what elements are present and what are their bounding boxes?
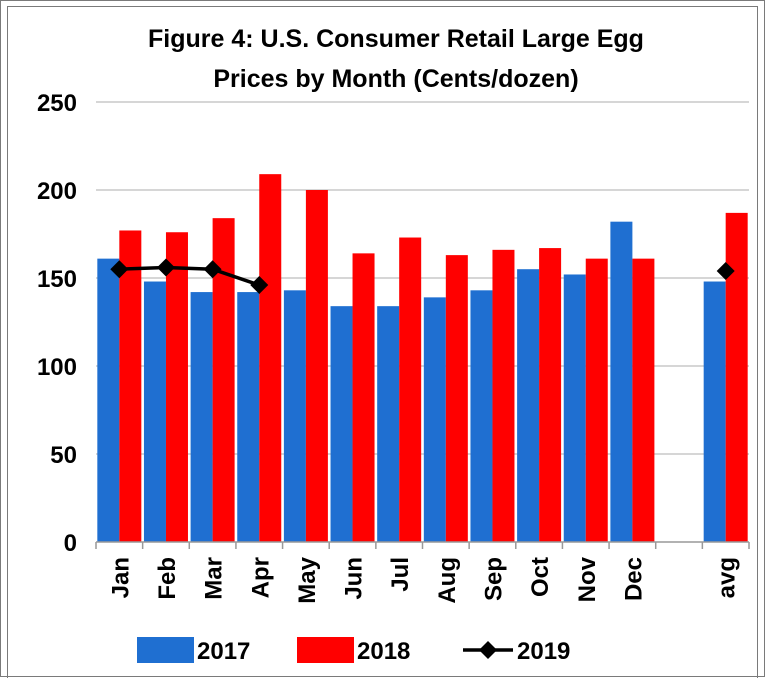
x-tick-label-May: May — [294, 556, 321, 603]
y-tick-labels: 0 50 100 150 200 250 — [37, 90, 77, 557]
bar-2017-May — [283, 290, 306, 542]
y-tick-label-100: 100 — [37, 354, 77, 381]
x-tick-label-Dec: Dec — [620, 557, 647, 601]
bar-2018-avg — [725, 212, 748, 542]
legend-swatch-2017 — [137, 637, 194, 663]
bar-2018-Sep — [492, 249, 515, 542]
bar-2018-Jul — [399, 237, 422, 542]
series-2019-line-group — [110, 258, 735, 295]
bar-2017-Nov — [563, 274, 586, 542]
x-tick-label-Feb: Feb — [154, 557, 181, 600]
point-2019-Jan — [110, 260, 129, 279]
bar-2018-Apr — [259, 174, 282, 542]
x-tick-label-Mar: Mar — [201, 557, 228, 600]
y-tick-label-0: 0 — [64, 530, 77, 557]
point-2019-avg — [716, 261, 735, 280]
series-2019-line-0 — [119, 265, 260, 287]
bar-2018-Mar — [212, 218, 235, 542]
bar-2017-Jul — [377, 306, 400, 542]
legend-swatch-2018 — [297, 637, 354, 663]
x-tick-label-Apr: Apr — [247, 557, 274, 598]
y-tick-label-250: 250 — [37, 90, 77, 117]
y-tick-label-200: 200 — [37, 178, 77, 205]
x-tick-label-Sep: Sep — [480, 557, 507, 601]
point-2019-Apr — [250, 276, 269, 295]
bar-2017-avg — [703, 281, 726, 542]
x-tick-labels: Jan Feb Mar Apr May Jun Jul Aug Sep Oct Nov Dec avg — [107, 556, 740, 603]
y-tick-label-150: 150 — [37, 266, 77, 293]
bar-2018-Nov — [585, 258, 608, 542]
bar-2017-Sep — [470, 290, 493, 542]
bar-2017-Aug — [423, 297, 446, 542]
bar-2017-Feb — [143, 281, 166, 542]
x-tick-label-Jan: Jan — [107, 557, 134, 598]
bar-2017-Mar — [190, 292, 213, 542]
legend-label-2017: 2017 — [197, 638, 250, 665]
legend-label-2018: 2018 — [357, 638, 410, 665]
bar-2018-Feb — [165, 232, 188, 543]
bar-2018-Jan — [119, 230, 142, 543]
x-tick-label-avg: avg — [714, 557, 741, 598]
bar-2017-Jan — [97, 258, 120, 542]
legend-marker-2019 — [479, 641, 497, 659]
chart-title-line2: Prices by Month (Cents/dozen) — [213, 65, 578, 93]
bar-2017-Jun — [330, 306, 353, 542]
bar-2017-Apr — [237, 292, 260, 542]
bar-2018-Oct — [539, 248, 562, 542]
y-tick-label-50: 50 — [50, 442, 77, 469]
bars — [97, 174, 748, 543]
bar-2018-Aug — [445, 255, 468, 542]
legend: 2017 2018 2019 — [137, 637, 570, 665]
x-axis — [95, 541, 750, 549]
point-2019-Feb — [156, 258, 175, 277]
bar-2017-Oct — [517, 269, 540, 542]
chart-title-line1: Figure 4: U.S. Consumer Retail Large Egg — [148, 25, 644, 53]
x-tick-label-Jul: Jul — [387, 557, 414, 592]
legend-label-2019: 2019 — [517, 638, 570, 665]
bar-2018-Jun — [352, 253, 375, 543]
bar-2018-May — [305, 190, 328, 542]
x-tick-label-Jun: Jun — [341, 557, 368, 600]
x-tick-label-Aug: Aug — [434, 557, 461, 604]
x-tick-label-Oct: Oct — [527, 557, 554, 597]
bar-2018-Dec — [632, 258, 655, 542]
bar-2017-Dec — [610, 221, 633, 542]
x-tick-label-Nov: Nov — [574, 556, 601, 602]
point-2019-Mar — [203, 260, 222, 279]
